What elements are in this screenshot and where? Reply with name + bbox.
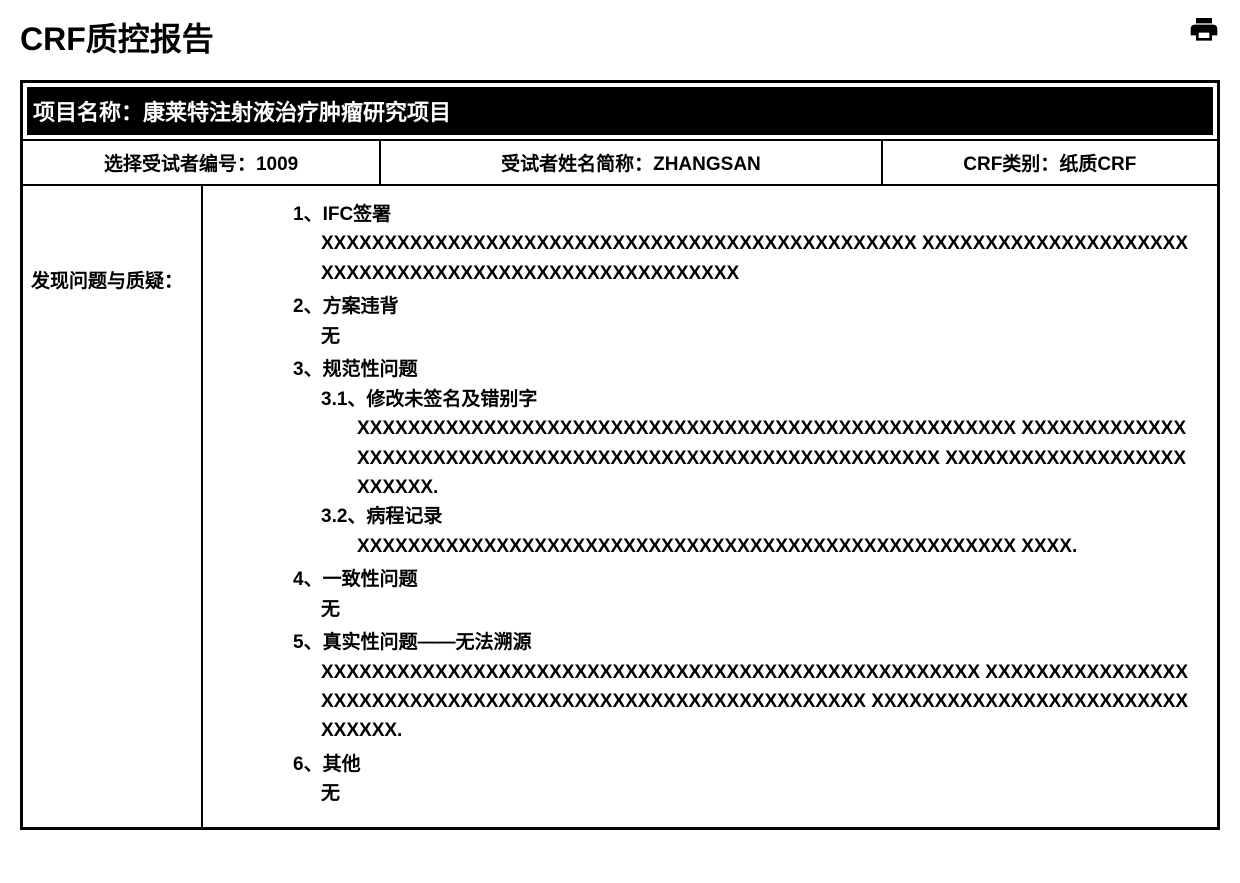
page-title: CRF质控报告	[20, 14, 214, 60]
issue-subitem-content: XXXXXXXXXXXXXXXXXXXXXXXXXXXXXXXXXXXXXXXX…	[321, 414, 1193, 502]
issue-item-content: XXXXXXXXXXXXXXXXXXXXXXXXXXXXXXXXXXXXXXXX…	[293, 658, 1193, 746]
issue-item: 5、真实性问题——无法溯源XXXXXXXXXXXXXXXXXXXXXXXXXXX…	[293, 628, 1193, 746]
issue-item-content: 无	[293, 779, 1193, 808]
issue-item-title: 2、方案违背	[293, 292, 1193, 321]
issues-content: 1、IFC签署XXXXXXXXXXXXXXXXXXXXXXXXXXXXXXXXX…	[203, 186, 1217, 827]
project-name-label: 项目名称：	[33, 100, 143, 125]
issue-item-content: 无	[293, 595, 1193, 624]
issue-item: 1、IFC签署XXXXXXXXXXXXXXXXXXXXXXXXXXXXXXXXX…	[293, 200, 1193, 288]
issue-item-title: 6、其他	[293, 750, 1193, 779]
crf-type-cell: CRF类别：纸质CRF	[883, 141, 1217, 184]
issue-subitem-title: 3.1、修改未签名及错别字	[321, 385, 1193, 414]
print-icon[interactable]	[1188, 14, 1220, 51]
issue-item: 6、其他无	[293, 750, 1193, 809]
project-name-value: 康莱特注射液治疗肿瘤研究项目	[143, 100, 451, 125]
project-name-bar: 项目名称：康莱特注射液治疗肿瘤研究项目	[27, 87, 1213, 135]
issue-item: 3、规范性问题3.1、修改未签名及错别字XXXXXXXXXXXXXXXXXXXX…	[293, 355, 1193, 561]
issues-body-row: 发现问题与质疑： 1、IFC签署XXXXXXXXXXXXXXXXXXXXXXXX…	[23, 184, 1217, 827]
issue-item: 4、一致性问题无	[293, 565, 1193, 624]
issues-section-label: 发现问题与质疑：	[23, 186, 203, 827]
subject-id-label: 选择受试者编号：	[104, 154, 256, 175]
issue-item-title: 5、真实性问题——无法溯源	[293, 628, 1193, 657]
subject-id-cell: 选择受试者编号：1009	[23, 141, 381, 184]
subject-info-row: 选择受试者编号：1009 受试者姓名简称：ZHANGSAN CRF类别：纸质CR…	[23, 139, 1217, 184]
subject-name-label: 受试者姓名简称：	[501, 154, 653, 175]
issue-item-content: 无	[293, 322, 1193, 351]
crf-type-value: 纸质CRF	[1059, 154, 1136, 175]
subject-name-cell: 受试者姓名简称：ZHANGSAN	[381, 141, 882, 184]
subject-id-value: 1009	[256, 154, 298, 175]
issue-item-content: XXXXXXXXXXXXXXXXXXXXXXXXXXXXXXXXXXXXXXXX…	[293, 229, 1193, 288]
subject-name-value: ZHANGSAN	[653, 154, 761, 175]
issue-item-title: 4、一致性问题	[293, 565, 1193, 594]
issue-item-title: 3、规范性问题	[293, 355, 1193, 384]
issue-subitem: 3.1、修改未签名及错别字XXXXXXXXXXXXXXXXXXXXXXXXXXX…	[293, 385, 1193, 503]
issue-subitem: 3.2、病程记录XXXXXXXXXXXXXXXXXXXXXXXXXXXXXXXX…	[293, 502, 1193, 561]
report-container: 项目名称：康莱特注射液治疗肿瘤研究项目 选择受试者编号：1009 受试者姓名简称…	[20, 80, 1220, 830]
issue-item: 2、方案违背无	[293, 292, 1193, 351]
issue-subitem-title: 3.2、病程记录	[321, 502, 1193, 531]
crf-type-label: CRF类别：	[963, 154, 1059, 175]
issue-subitem-content: XXXXXXXXXXXXXXXXXXXXXXXXXXXXXXXXXXXXXXXX…	[321, 532, 1193, 561]
issue-item-title: 1、IFC签署	[293, 200, 1193, 229]
